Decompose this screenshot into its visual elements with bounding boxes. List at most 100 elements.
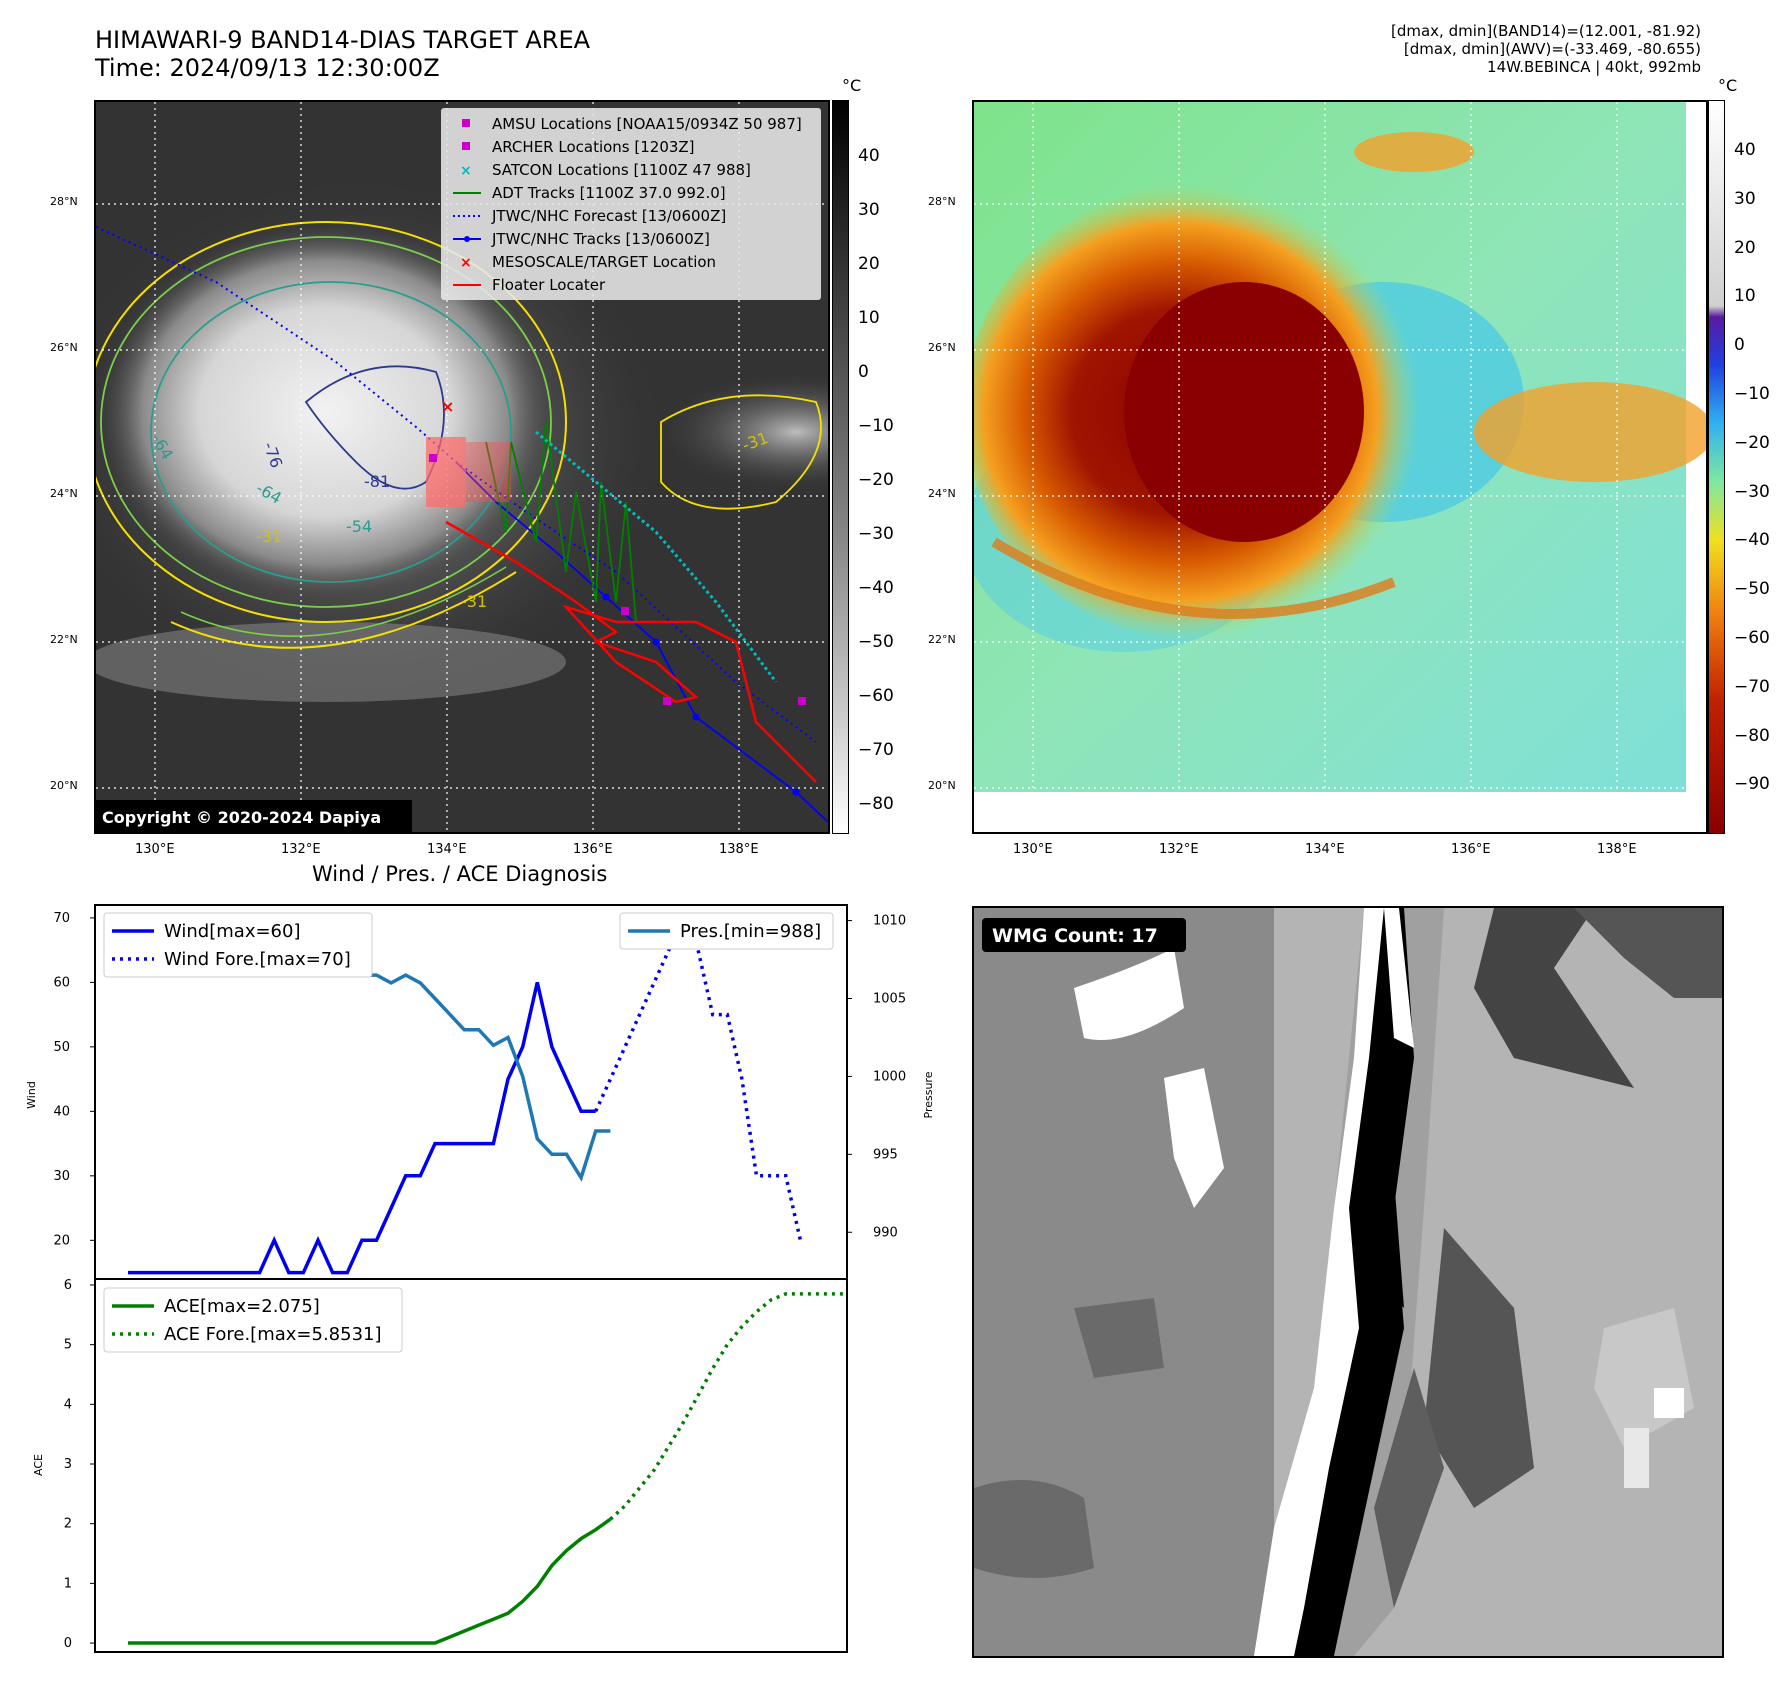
left-colorbar bbox=[832, 100, 849, 834]
legend-label: ACE[max=2.075] bbox=[164, 1296, 320, 1317]
colorbar-tick-label: −50 bbox=[1734, 579, 1770, 600]
wind-tick-label: 40 bbox=[53, 1104, 70, 1119]
target-box bbox=[426, 437, 466, 507]
jtwc-track-line bbox=[455, 461, 828, 823]
svg-text:×: × bbox=[441, 397, 454, 416]
contour-label: -54 bbox=[346, 517, 372, 536]
lat-tick-label: 20°N bbox=[50, 779, 78, 792]
right-colorbar bbox=[1708, 100, 1725, 834]
colorbar-tick-label: −60 bbox=[858, 686, 894, 706]
pressure-tick-label: 1005 bbox=[873, 992, 906, 1007]
lon-tick-label: 138°E bbox=[719, 842, 759, 857]
lat-tick-label: 26°N bbox=[928, 341, 956, 354]
legend-label: SATCON Locations [1100Z 47 988] bbox=[492, 161, 751, 179]
ir-map-canvas: × -81 -76 -64 -54 -64 -31 -31 -31 AMSU L… bbox=[96, 102, 828, 832]
wind-tick-label: 60 bbox=[53, 975, 70, 990]
left-colorbar-unit: °C bbox=[842, 76, 862, 95]
legend-label: ACE Fore.[max=5.8531] bbox=[164, 1324, 382, 1345]
wmg-panel: WMG Count: 17 bbox=[972, 906, 1724, 1658]
colorbar-tick-label: −20 bbox=[858, 470, 894, 490]
lon-tick-label: 138°E bbox=[1597, 842, 1637, 857]
contour-label: -81 bbox=[364, 472, 390, 491]
wind-tick-label: 20 bbox=[53, 1233, 70, 1248]
lon-tick-label: 134°E bbox=[427, 842, 467, 857]
colorbar-tick-label: −90 bbox=[1734, 774, 1770, 795]
lat-tick-label: 22°N bbox=[928, 633, 956, 646]
series-line-wind-fore- bbox=[594, 913, 803, 1241]
colorbar-tick-label: −70 bbox=[1734, 676, 1770, 697]
colorbar-tick-label: −50 bbox=[858, 632, 894, 652]
info-band14: [dmax, dmin](BAND14)=(12.001, -81.92) bbox=[1390, 22, 1701, 40]
ace-tick-label: 3 bbox=[64, 1457, 72, 1472]
figure-info: [dmax, dmin](BAND14)=(12.001, -81.92) [d… bbox=[1391, 22, 1701, 76]
lon-tick-label: 130°E bbox=[1013, 842, 1053, 857]
ace-tick-label: 4 bbox=[64, 1397, 72, 1412]
diagnosis-chart: Wind Pressure ACE 20 30 40 50 60 70 990 995 100… bbox=[25, 904, 935, 1653]
colorbar-tick-label: −40 bbox=[1734, 530, 1770, 551]
lat-tick-label: 28°N bbox=[928, 195, 956, 208]
pressure-tick-label: 990 bbox=[873, 1225, 898, 1240]
pressure-ylabel: Pressure bbox=[922, 1071, 935, 1118]
legend-label: JTWC/NHC Tracks [13/0600Z] bbox=[491, 230, 710, 248]
figure-title: HIMAWARI-9 BAND14-DIAS TARGET AREA Time:… bbox=[95, 26, 590, 82]
wind-tick-label: 70 bbox=[53, 911, 70, 926]
series-line-ace bbox=[128, 1517, 612, 1645]
colorbar-tick-label: −80 bbox=[1734, 725, 1770, 746]
pressure-tick-label: 995 bbox=[873, 1147, 898, 1162]
lat-tick-label: 22°N bbox=[50, 633, 78, 646]
ace-tick-label: 6 bbox=[64, 1278, 72, 1293]
lon-tick-label: 132°E bbox=[281, 842, 321, 857]
copyright: Copyright © 2020-2024 Dapiya bbox=[102, 808, 381, 827]
lat-tick-label: 24°N bbox=[928, 487, 956, 500]
lat-tick-label: 26°N bbox=[50, 341, 78, 354]
colorbar-tick-label: 20 bbox=[858, 254, 880, 274]
colorbar-tick-label: 0 bbox=[858, 362, 869, 382]
lat-tick-label: 20°N bbox=[928, 779, 956, 792]
legend-label: Wind Fore.[max=70] bbox=[164, 949, 351, 970]
ace-tick-label: 2 bbox=[64, 1517, 72, 1532]
ir-map-panel: × -81 -76 -64 -54 -64 -31 -31 -31 AMSU L… bbox=[94, 100, 830, 834]
series-line-wind bbox=[128, 982, 596, 1275]
ace-tick-label: 5 bbox=[64, 1338, 72, 1353]
colorbar-tick-label: −10 bbox=[858, 416, 894, 436]
colorbar-tick-label: 40 bbox=[1734, 140, 1756, 160]
wind-tick-label: 30 bbox=[53, 1169, 70, 1184]
ace-tick-label: 1 bbox=[64, 1576, 72, 1591]
floater-line bbox=[445, 520, 817, 783]
colorbar-tick-label: −30 bbox=[1734, 481, 1770, 502]
legend-marker: × bbox=[460, 163, 472, 179]
colorbar-tick-label: −40 bbox=[858, 578, 894, 598]
legend-label: Pres.[min=988] bbox=[680, 921, 821, 942]
colorbar-tick-label: 10 bbox=[858, 308, 880, 328]
wmg-count: WMG Count: 17 bbox=[992, 925, 1158, 947]
wind-ylabel: Wind bbox=[25, 1081, 38, 1109]
lon-tick-label: 130°E bbox=[135, 842, 175, 857]
pressure-tick-label: 1000 bbox=[873, 1069, 906, 1084]
legend-marker: × bbox=[460, 255, 472, 271]
right-colorbar-unit: °C bbox=[1718, 76, 1738, 95]
pressure-tick-label: 1010 bbox=[873, 914, 906, 929]
diagnosis-title: Wind / Pres. / ACE Diagnosis bbox=[312, 862, 608, 886]
figure-title-line1: HIMAWARI-9 BAND14-DIAS TARGET AREA bbox=[95, 26, 591, 54]
legend-label: ARCHER Locations [1203Z] bbox=[492, 138, 695, 156]
legend-marker bbox=[462, 142, 470, 150]
info-storm: 14W.BEBINCA | 40kt, 992mb bbox=[1487, 58, 1701, 76]
legend-label: AMSU Locations [NOAA15/0934Z 50 987] bbox=[492, 115, 802, 133]
ace-ylabel: ACE bbox=[32, 1454, 45, 1476]
lat-tick-label: 28°N bbox=[50, 195, 78, 208]
contour-label: -31 bbox=[256, 527, 282, 546]
adt-line bbox=[485, 421, 637, 623]
colorbar-tick-label: 10 bbox=[1734, 286, 1756, 307]
awv-map-canvas bbox=[974, 102, 1706, 832]
map-legend: AMSU Locations [NOAA15/0934Z 50 987] ARCH… bbox=[441, 108, 821, 300]
colorbar-tick-label: −70 bbox=[858, 740, 894, 760]
awv-map-panel bbox=[972, 100, 1708, 834]
legend-label: MESOSCALE/TARGET Location bbox=[492, 253, 716, 271]
wind-tick-label: 50 bbox=[53, 1040, 70, 1055]
legend-label: Wind[max=60] bbox=[164, 921, 301, 942]
colorbar-tick-label: −80 bbox=[858, 794, 894, 814]
legend-label: Floater Locater bbox=[492, 276, 606, 294]
info-awv: [dmax, dmin](AWV)=(-33.469, -80.655) bbox=[1403, 40, 1701, 58]
legend-marker bbox=[462, 119, 470, 127]
legend-label: JTWC/NHC Forecast [13/0600Z] bbox=[491, 207, 726, 225]
